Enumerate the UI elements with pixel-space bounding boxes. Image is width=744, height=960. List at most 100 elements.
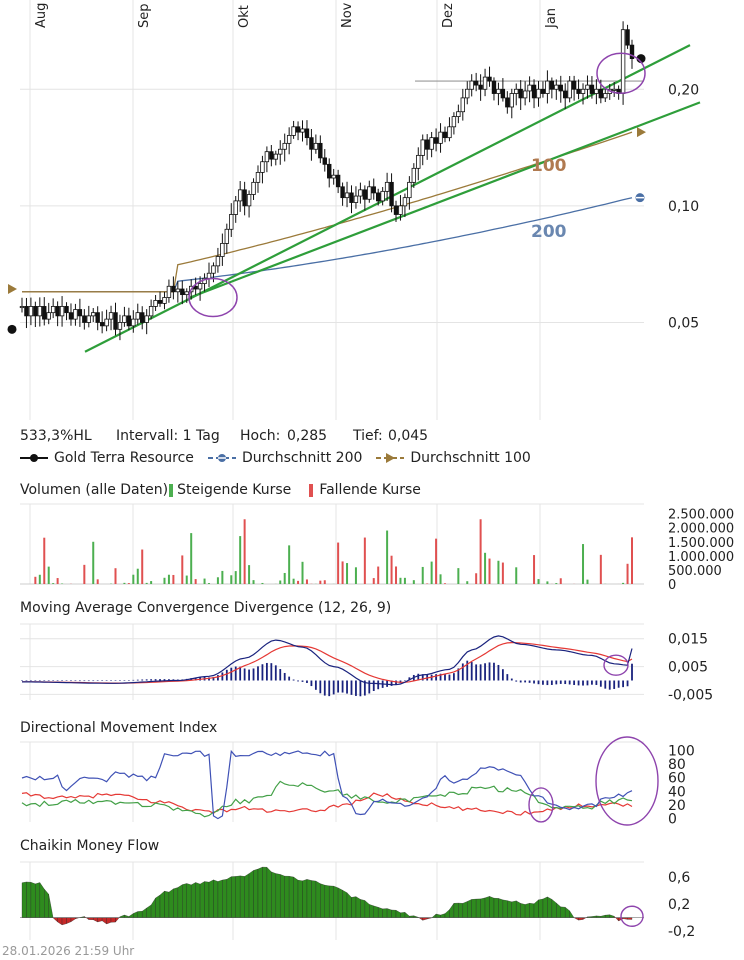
macd-histogram-bar [306,680,308,683]
volume-bar [150,581,153,584]
macd-histogram-bar [21,680,23,681]
macd-histogram-bar [599,680,602,687]
highlight-circle-cross [188,277,238,318]
macd-histogram-bar [145,679,148,681]
cmf-title: Chaikin Money Flow [20,838,160,854]
volume-bar [586,579,589,584]
legend-item-price[interactable]: Gold Terra Resource [20,450,194,466]
cmf-area-segment [253,868,259,918]
candle-body [398,205,403,215]
dmi-title: Directional Movement Index [20,720,218,736]
candle-body [531,84,537,99]
volume-bar [230,575,233,584]
macd-histogram-bar [368,680,371,694]
candle-body [416,154,421,169]
macd-histogram-bar [350,680,353,695]
candle-body [95,312,100,323]
volume-tick-label: 1.000.000 [668,550,734,565]
macd-histogram-bar [92,680,95,682]
cmf-area-segment [360,899,365,918]
volume-bar [203,578,206,584]
cmf-area-segment [137,911,143,918]
cmf-area-segment [164,890,170,918]
candle-body [540,88,546,94]
volume-bar [399,577,402,584]
volume-bar [288,545,291,584]
cmf-area-segment [600,914,606,918]
cmf-area-segment [476,898,481,918]
candle-body [629,44,635,59]
volume-bar [283,572,286,584]
cmf-area-segment [542,896,548,918]
macd-histogram-bar [274,665,277,681]
macd-tick-label: 0,015 [668,632,708,648]
volume-bar [38,574,41,584]
candle-body [86,315,91,323]
candle-body [140,312,145,323]
macd-histogram-bar [533,680,535,684]
volume-tick-label: 2.500.000 [668,508,734,523]
macd-histogram-bar [484,663,486,681]
macd-histogram-bar [208,677,210,681]
macd-histogram-bar [257,666,259,681]
low-value: 0,045 [388,428,429,444]
cmf-area-segment [311,880,317,918]
cmf-area-segment [173,887,178,918]
candle-body [153,300,158,307]
macd-line [22,635,633,686]
legend-item-sma100[interactable]: Durchschnitt 100 [376,450,531,466]
legend-sma100-marker-icon [376,453,405,463]
candle-body [59,306,65,317]
cmf-area-segment [231,876,236,918]
macd-histogram-bar [506,674,509,681]
cmf-area-segment [26,881,32,918]
candle-body [340,186,345,199]
macd-histogram-bar [52,680,55,681]
volume-bar [377,566,380,584]
dmi-tick-label: 80 [668,757,686,773]
candle-body [527,84,532,92]
macd-histogram-bar [568,680,571,685]
candle-body [104,318,109,327]
volume-bar [537,579,540,584]
cmf-area-segment [329,885,334,918]
cmf-area-segment [48,894,54,919]
cmf-area-segment [262,866,268,918]
cmf-area-segment [378,907,383,918]
volume-bar [221,570,224,584]
macd-histogram-bar [622,680,624,688]
legend-item-sma200[interactable]: Durchschnitt 200 [207,450,362,466]
macd-histogram-bar [217,675,219,681]
volume-bar [533,555,536,584]
cmf-area-segment [565,906,570,918]
candle-body [55,306,60,317]
month-tick-label: Dez [441,3,456,28]
candle-body [407,181,412,199]
candle-body [380,190,385,202]
macd-histogram-bar [127,680,130,681]
dmi-tick-label: 100 [668,743,695,759]
macd-histogram-bar [132,679,135,681]
volume-bar [319,580,322,584]
macd-histogram-bar [288,676,291,681]
volume-bar [622,582,625,584]
cmf-area-segment [498,898,504,918]
cmf-area-segment [467,899,472,918]
macd-histogram-bar [279,669,282,681]
volume-bar [252,580,255,584]
cmf-area-segment [320,883,325,918]
macd-histogram-bar [310,680,313,687]
candle-body [211,265,216,274]
macd-tick-label: -0,005 [668,687,713,703]
candle-body [157,300,163,304]
macd-histogram-bar [488,662,491,681]
volume-bar [555,583,558,584]
candle-body [389,181,394,207]
volume-bar [439,574,442,584]
volume-bar [626,563,629,584]
candle-body [393,205,399,215]
macd-histogram-bar [395,680,397,685]
dmi-tick-label: 60 [668,771,686,787]
cmf-area-segment [516,900,521,918]
volume-bar [52,583,55,584]
